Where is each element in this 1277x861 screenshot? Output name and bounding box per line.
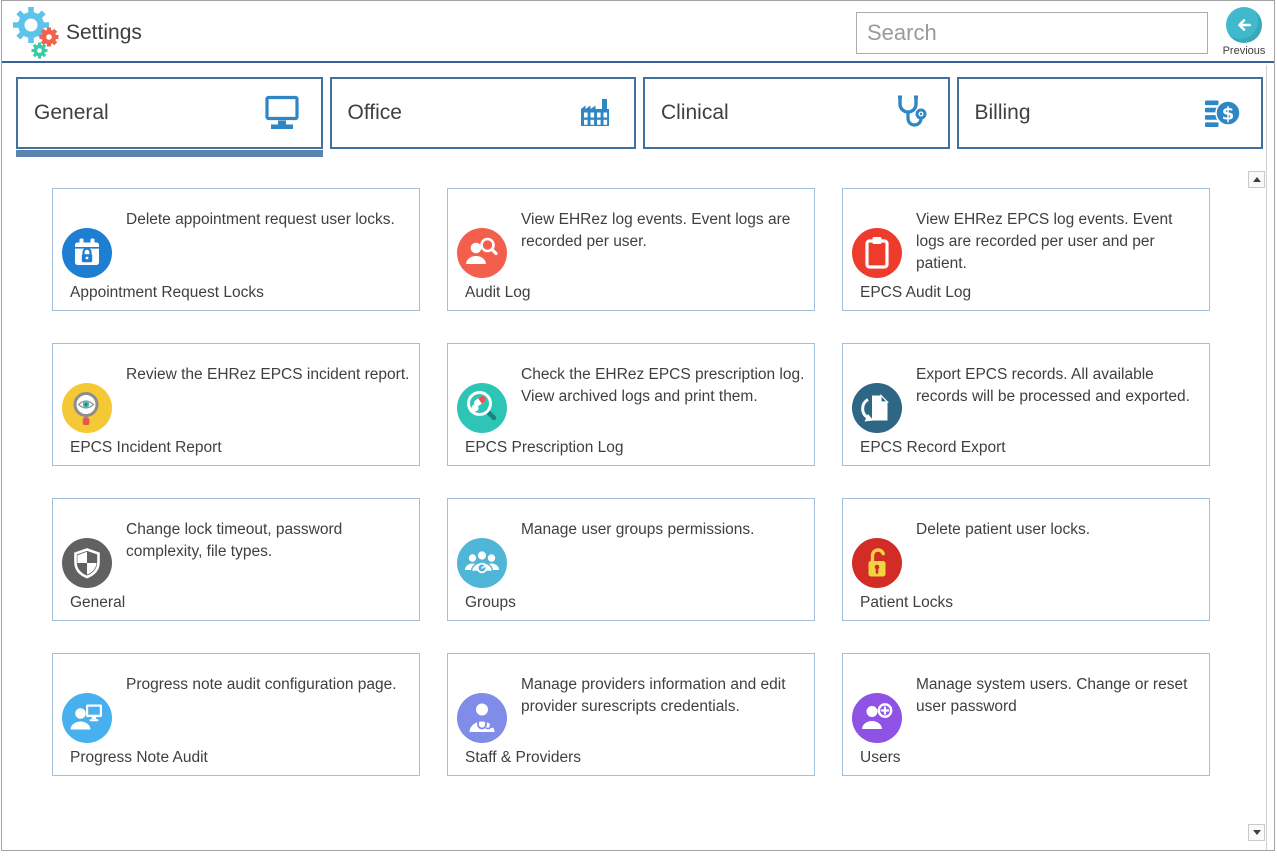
- card-users[interactable]: Manage system users. Change or reset use…: [842, 653, 1210, 776]
- category-tabbar: General Office: [16, 77, 1263, 157]
- person-monitor-icon: [62, 693, 112, 743]
- scroll-up-icon: [1252, 177, 1261, 182]
- card-description: View EHRez log events. Event logs are re…: [521, 211, 791, 250]
- stethoscope-icon: [886, 90, 932, 136]
- scroll-up-button[interactable]: [1248, 171, 1265, 188]
- magnifier-eye-icon: [62, 383, 112, 433]
- card-title: Appointment Request Locks: [70, 284, 264, 301]
- card-progress-note-audit[interactable]: Progress note audit configuration page. …: [52, 653, 420, 776]
- card-audit-log[interactable]: View EHRez log events. Event logs are re…: [447, 188, 815, 311]
- content-panel-right-border: [1266, 65, 1267, 850]
- user-plus-icon: [852, 693, 902, 743]
- tab-label: General: [34, 101, 109, 124]
- card-description: Check the EHRez EPCS prescription log. V…: [521, 366, 805, 405]
- calendar-lock-icon: [62, 228, 112, 278]
- card-title: Groups: [465, 594, 516, 611]
- user-group-icon: [457, 538, 507, 588]
- card-title: EPCS Prescription Log: [465, 439, 624, 456]
- card-description: Delete patient user locks.: [916, 521, 1091, 538]
- card-title: Progress Note Audit: [70, 749, 208, 766]
- card-title: Staff & Providers: [465, 749, 582, 766]
- billing-icon: $: [1199, 90, 1245, 136]
- card-title: Patient Locks: [860, 594, 954, 611]
- search-input[interactable]: [856, 12, 1208, 54]
- provider-icon: [457, 693, 507, 743]
- card-description: Progress note audit configuration page.: [126, 676, 397, 693]
- card-description: Export EPCS records. All available recor…: [916, 366, 1190, 405]
- card-staff-providers[interactable]: Manage providers information and edit pr…: [447, 653, 815, 776]
- page-title: Settings: [66, 21, 142, 44]
- active-tab-indicator: [16, 150, 323, 157]
- tab-label: Office: [347, 101, 402, 124]
- card-title: General: [70, 594, 126, 611]
- card-epcs-record-export[interactable]: Export EPCS records. All available recor…: [842, 343, 1210, 466]
- tab-billing[interactable]: Billing $: [956, 77, 1263, 149]
- card-title: EPCS Incident Report: [70, 439, 222, 456]
- scroll-down-icon: [1252, 830, 1261, 835]
- card-description: View EHRez EPCS log events. Event logs a…: [916, 211, 1173, 272]
- tab-label: Clinical: [661, 101, 729, 124]
- tab-clinical[interactable]: Clinical: [643, 77, 950, 149]
- card-epcs-audit-log[interactable]: View EHRez EPCS log events. Event logs a…: [842, 188, 1210, 311]
- card-description: Manage system users. Change or reset use…: [916, 676, 1188, 715]
- card-description: Review the EHRez EPCS incident report.: [126, 366, 410, 383]
- previous-button[interactable]: Previous: [1217, 7, 1271, 57]
- document-export-icon: [852, 383, 902, 433]
- card-general[interactable]: Change lock timeout, password complexity…: [52, 498, 420, 621]
- shield-icon: [62, 538, 112, 588]
- card-groups[interactable]: Manage user groups permissions. Groups: [447, 498, 815, 621]
- person-search-icon: [457, 228, 507, 278]
- monitor-icon: [259, 90, 305, 136]
- previous-label: Previous: [1222, 45, 1266, 57]
- open-padlock-icon: [852, 538, 902, 588]
- card-patient-locks[interactable]: Delete patient user locks. Patient Locks: [842, 498, 1210, 621]
- card-title: Users: [860, 749, 901, 766]
- magnifier-pills-icon: [457, 383, 507, 433]
- tab-label: Billing: [974, 101, 1031, 124]
- scroll-down-button[interactable]: [1248, 824, 1265, 841]
- card-title: Audit Log: [465, 284, 531, 301]
- card-epcs-prescription-log[interactable]: Check the EHRez EPCS prescription log. V…: [447, 343, 815, 466]
- settings-card-grid: Delete appointment request user locks. A…: [52, 188, 1210, 776]
- card-title: EPCS Audit Log: [860, 284, 972, 301]
- card-description: Change lock timeout, password complexity…: [126, 521, 343, 560]
- factory-icon: [572, 90, 618, 136]
- tab-office[interactable]: Office: [329, 77, 636, 149]
- svg-text:$: $: [1222, 104, 1235, 125]
- card-title: EPCS Record Export: [860, 439, 1006, 456]
- tab-general[interactable]: General: [16, 77, 323, 157]
- back-arrow-icon[interactable]: [1226, 7, 1262, 43]
- header: Settings Previous: [2, 1, 1274, 63]
- card-epcs-incident-report[interactable]: Review the EHRez EPCS incident report. E…: [52, 343, 420, 466]
- card-description: Manage user groups permissions.: [521, 521, 755, 538]
- card-appointment-request-locks[interactable]: Delete appointment request user locks. A…: [52, 188, 420, 311]
- settings-gears-icon: [10, 4, 66, 60]
- card-description: Delete appointment request user locks.: [126, 211, 395, 228]
- clipboard-icon: [852, 228, 902, 278]
- card-description: Manage providers information and edit pr…: [521, 676, 786, 715]
